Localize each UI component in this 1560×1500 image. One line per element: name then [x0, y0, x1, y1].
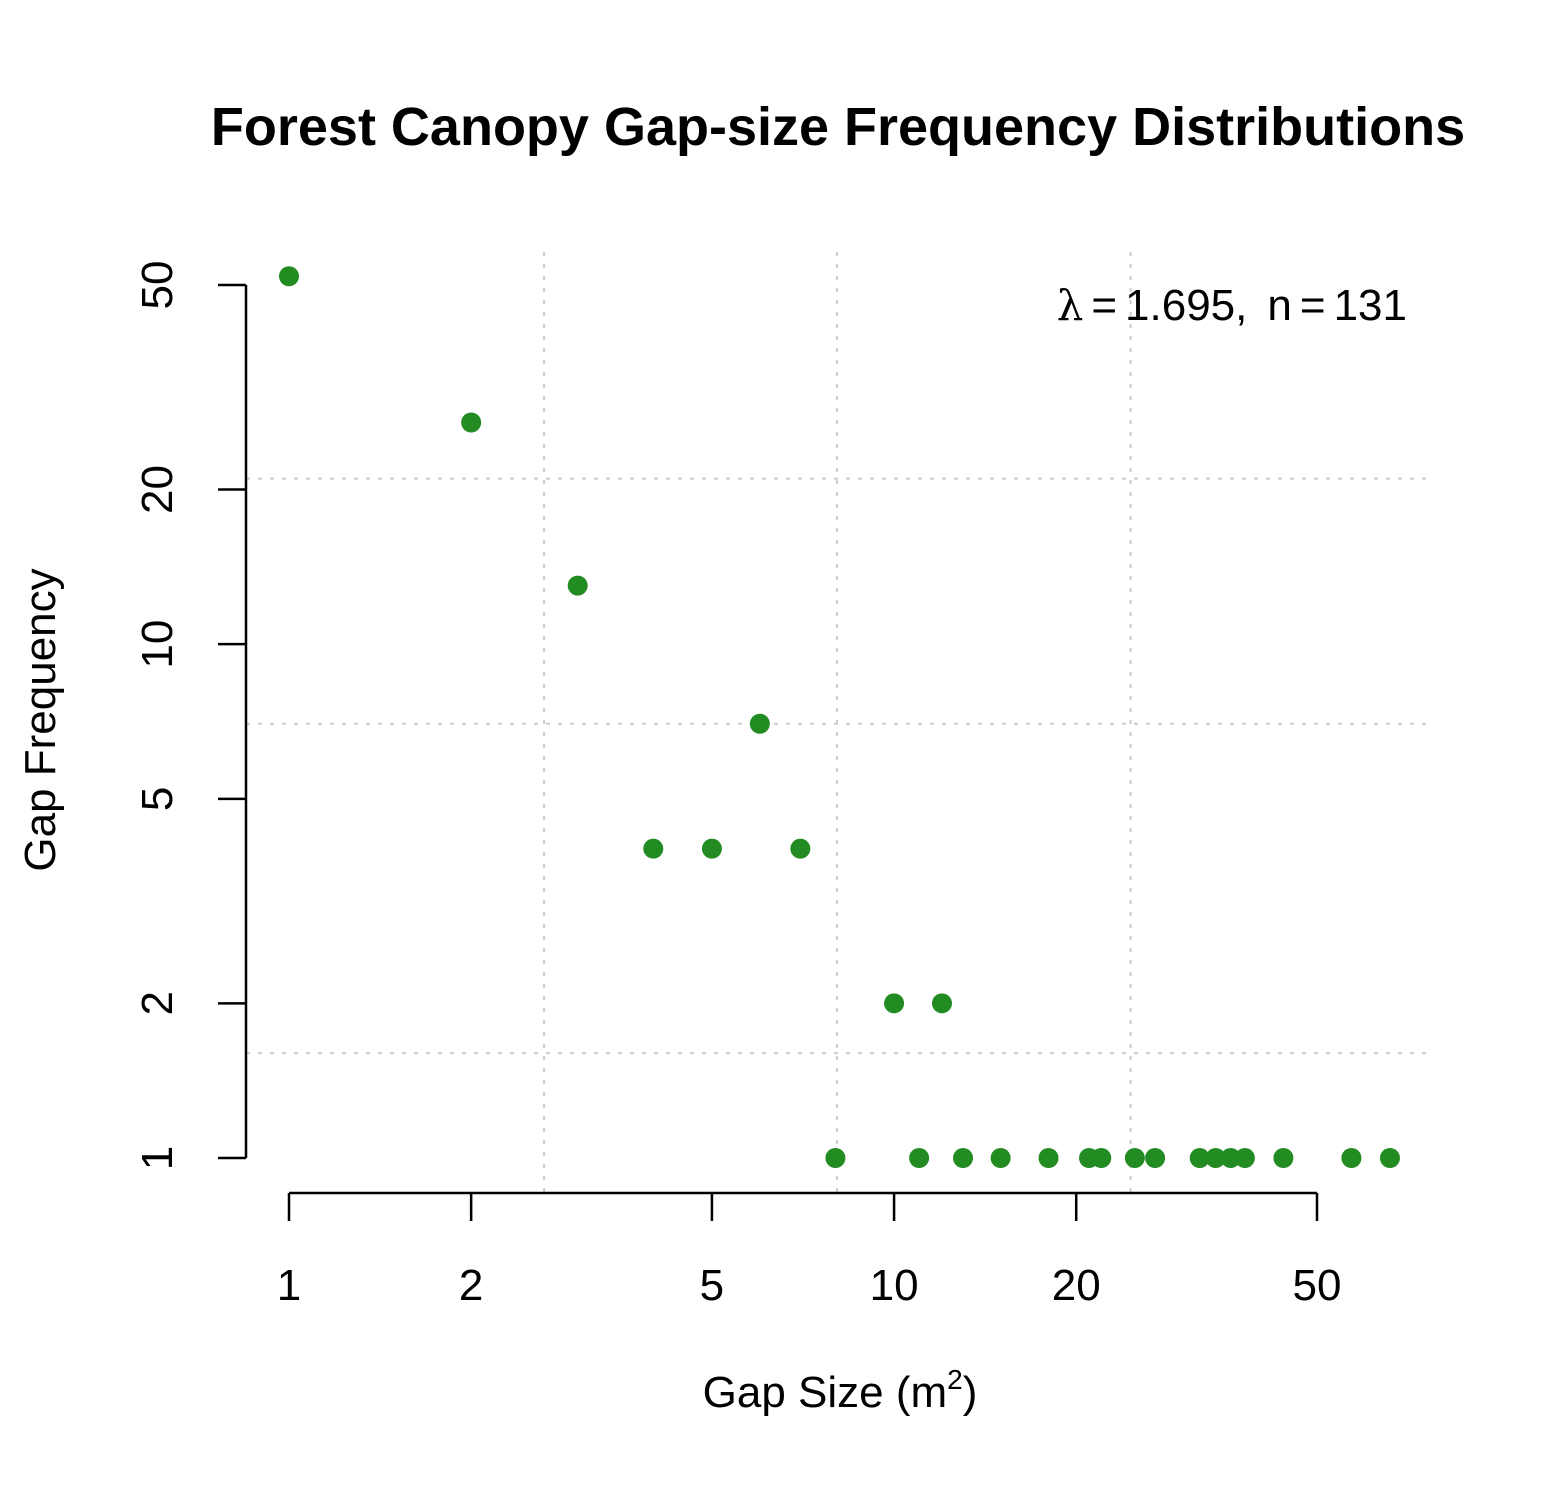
- data-points: [279, 266, 1400, 1168]
- y-axis-ticks: 1 2 5 10 20 50: [133, 261, 246, 1170]
- x-axis-label-main: Gap Size (m: [703, 1368, 948, 1417]
- data-point-22: [1273, 1148, 1294, 1168]
- data-point-18: [1189, 1148, 1210, 1168]
- y-tick-label-50: 50: [133, 261, 182, 310]
- lambda-value: 1.695,: [1125, 281, 1247, 330]
- data-point-1: [461, 412, 482, 433]
- x-tick-label-5: 5: [700, 1261, 724, 1310]
- x-axis-ticks: 1 2 5 10 20 50: [277, 1193, 1342, 1310]
- axes: [244, 285, 1317, 1195]
- data-point-5: [749, 713, 770, 734]
- data-point-8: [884, 993, 905, 1014]
- data-point-15: [1091, 1148, 1112, 1168]
- data-point-0: [279, 266, 299, 287]
- x-tick-label-50: 50: [1293, 1261, 1342, 1310]
- data-point-3: [643, 838, 664, 859]
- x-tick-label-20: 20: [1052, 1261, 1101, 1310]
- y-axis-label: Gap Frequency: [16, 568, 65, 871]
- data-point-13: [1038, 1148, 1059, 1168]
- data-point-16: [1124, 1148, 1145, 1168]
- data-point-17: [1145, 1148, 1166, 1168]
- data-point-19: [1205, 1148, 1226, 1168]
- y-tick-label-1: 1: [133, 1146, 182, 1170]
- lambda-equals: =: [1091, 281, 1117, 330]
- y-tick-label-20: 20: [133, 465, 182, 514]
- y-tick-label-10: 10: [133, 620, 182, 669]
- data-point-20: [1220, 1148, 1241, 1168]
- lambda-symbol: λ: [1057, 281, 1084, 330]
- stats-annotation: λ = 1.695, n = 131: [1057, 281, 1407, 330]
- data-point-10: [909, 1148, 930, 1168]
- x-axis-label-superscript: 2: [947, 1364, 963, 1395]
- n-value: 131: [1334, 281, 1407, 330]
- data-point-23: [1341, 1148, 1362, 1168]
- data-point-6: [790, 838, 811, 859]
- x-tick-label-2: 2: [459, 1261, 483, 1310]
- x-tick-label-1: 1: [277, 1261, 301, 1310]
- data-point-2: [567, 575, 588, 596]
- x-tick-label-10: 10: [870, 1261, 919, 1310]
- data-point-24: [1379, 1148, 1400, 1168]
- x-axis-label: Gap Size (m2): [703, 1364, 978, 1417]
- data-point-9: [931, 993, 952, 1014]
- grid-lines: [246, 252, 1426, 1193]
- x-axis-label-suffix: ): [963, 1368, 978, 1417]
- data-point-4: [701, 838, 722, 859]
- data-point-21: [1234, 1148, 1255, 1168]
- chart-title: Forest Canopy Gap-size Frequency Distrib…: [211, 97, 1465, 157]
- y-tick-label-5: 5: [133, 787, 182, 811]
- data-point-11: [953, 1148, 974, 1168]
- y-tick-label-2: 2: [133, 991, 182, 1015]
- n-equals: =: [1300, 281, 1326, 330]
- n-symbol: n: [1267, 281, 1291, 330]
- data-point-7: [825, 1148, 846, 1168]
- data-point-12: [990, 1148, 1011, 1168]
